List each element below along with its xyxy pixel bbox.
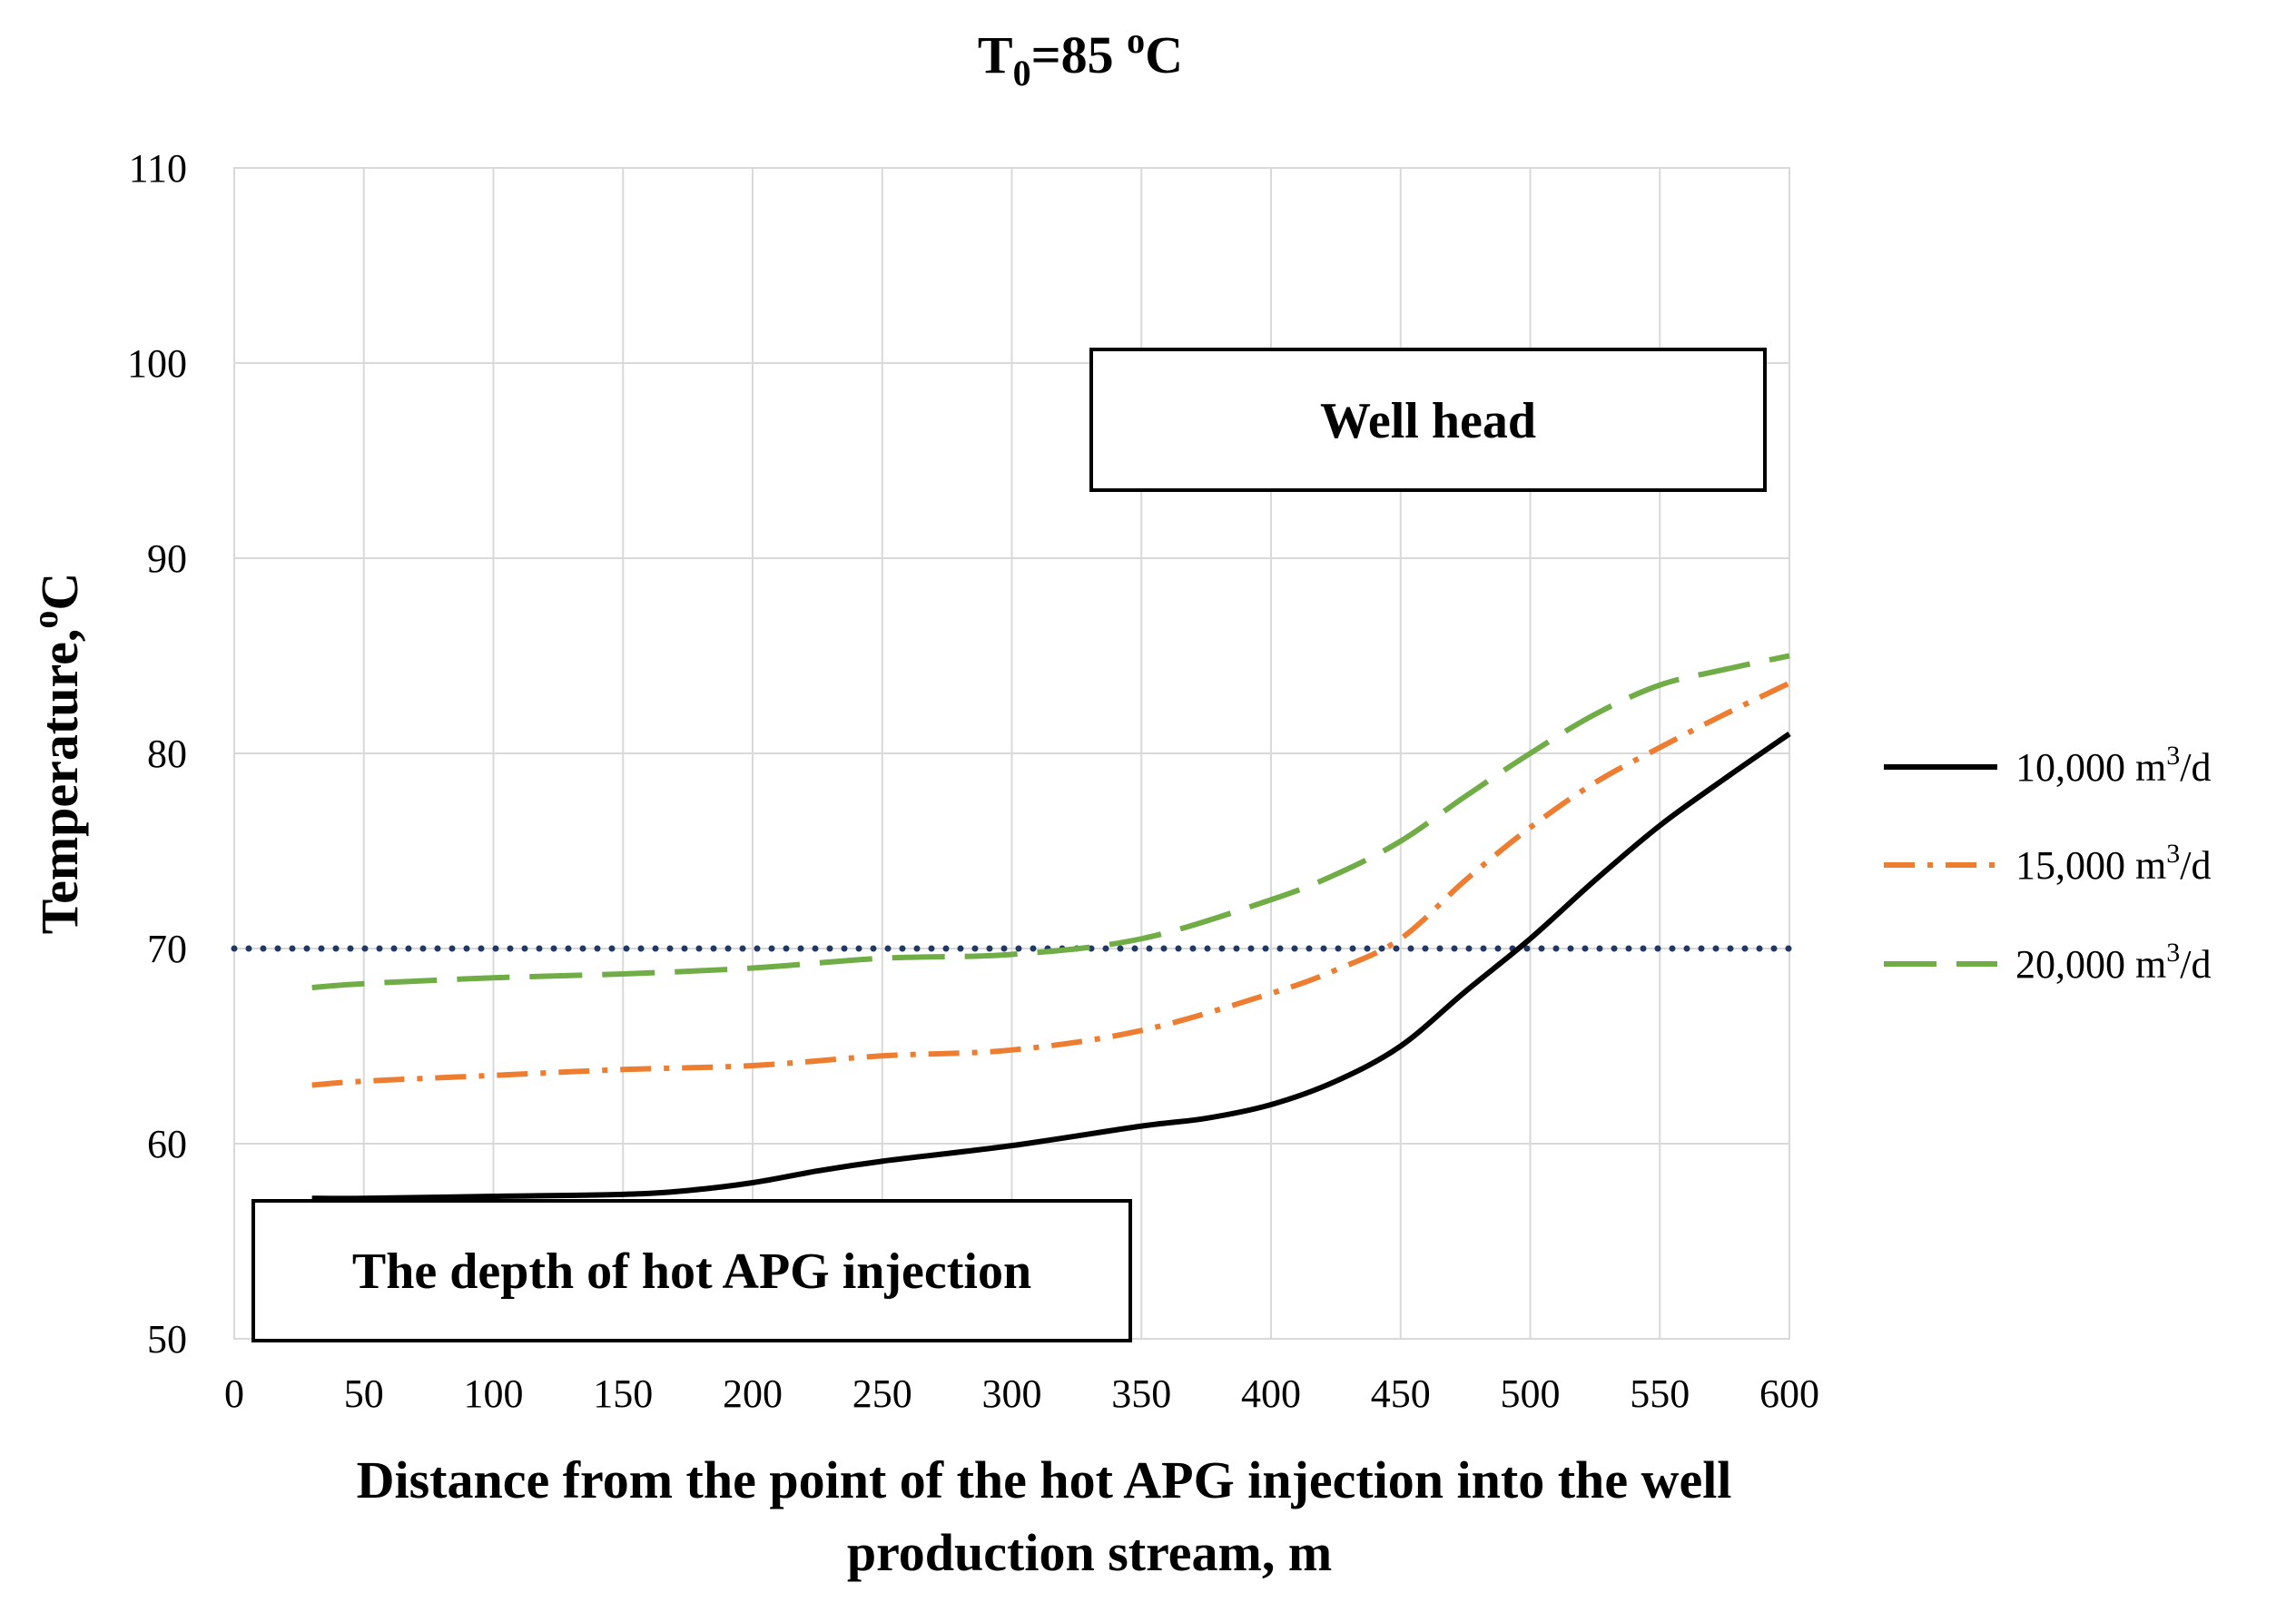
y-axis-label: Temperature,oC	[25, 573, 89, 935]
y-axis-ticks: 50 60 70 80 90 100 110	[127, 146, 187, 1361]
series-line-20000	[311, 653, 1790, 990]
y-tick-100: 100	[127, 341, 187, 386]
x-tick-50: 50	[344, 1371, 384, 1416]
x-axis-label-line1: Distance from the point of the hot APG i…	[357, 1450, 1732, 1509]
x-tick-350: 350	[1111, 1371, 1171, 1416]
x-axis-ticks: 0 50 100 150 200 250 300 350 400 450 500 550 600	[224, 1371, 1819, 1416]
legend-label-15000: 15,000 m3/d	[2015, 839, 2211, 888]
x-tick-250: 250	[852, 1371, 912, 1416]
well-head-box	[1089, 348, 1767, 492]
x-tick-200: 200	[723, 1371, 783, 1416]
y-tick-60: 60	[147, 1122, 187, 1166]
series-line-15000	[311, 680, 1791, 1088]
legend-item-15000: 15,000 m3/d	[1884, 839, 2211, 888]
y-tick-80: 80	[147, 732, 187, 776]
x-tick-450: 450	[1371, 1371, 1431, 1416]
x-tick-150: 150	[593, 1371, 653, 1416]
legend-label-20000: 20,000 m3/d	[2015, 938, 2211, 987]
series-lines	[311, 653, 1791, 1202]
legend-item-20000: 20,000 m3/d	[1884, 938, 2211, 987]
x-tick-600: 600	[1759, 1371, 1819, 1416]
x-tick-400: 400	[1241, 1371, 1301, 1416]
injection-depth-box	[251, 1199, 1132, 1342]
x-tick-500: 500	[1501, 1371, 1561, 1416]
y-tick-70: 70	[147, 927, 187, 971]
well-head-label: Well head	[1320, 393, 1536, 449]
legend-label-10000: 10,000 m3/d	[2015, 741, 2211, 790]
x-tick-0: 0	[224, 1371, 244, 1416]
injection-depth-label: The depth of hot APG injection	[352, 1244, 1031, 1300]
chart-title: T0=85 oC	[978, 20, 1183, 93]
y-tick-50: 50	[147, 1317, 187, 1361]
y-tick-110: 110	[129, 146, 187, 191]
legend: 10,000 m3/d 15,000 m3/d 20,000 m3/d	[1884, 741, 2211, 987]
x-tick-100: 100	[464, 1371, 524, 1416]
well-head-annotation: Well head	[1089, 348, 1767, 492]
x-tick-300: 300	[982, 1371, 1042, 1416]
legend-item-10000: 10,000 m3/d	[1884, 741, 2211, 790]
injection-depth-annotation: The depth of hot APG injection	[251, 1199, 1132, 1342]
y-tick-90: 90	[147, 536, 187, 581]
series-line-10000	[311, 732, 1791, 1202]
x-tick-550: 550	[1630, 1371, 1690, 1416]
x-axis-label-line2: production stream, m	[847, 1523, 1332, 1582]
